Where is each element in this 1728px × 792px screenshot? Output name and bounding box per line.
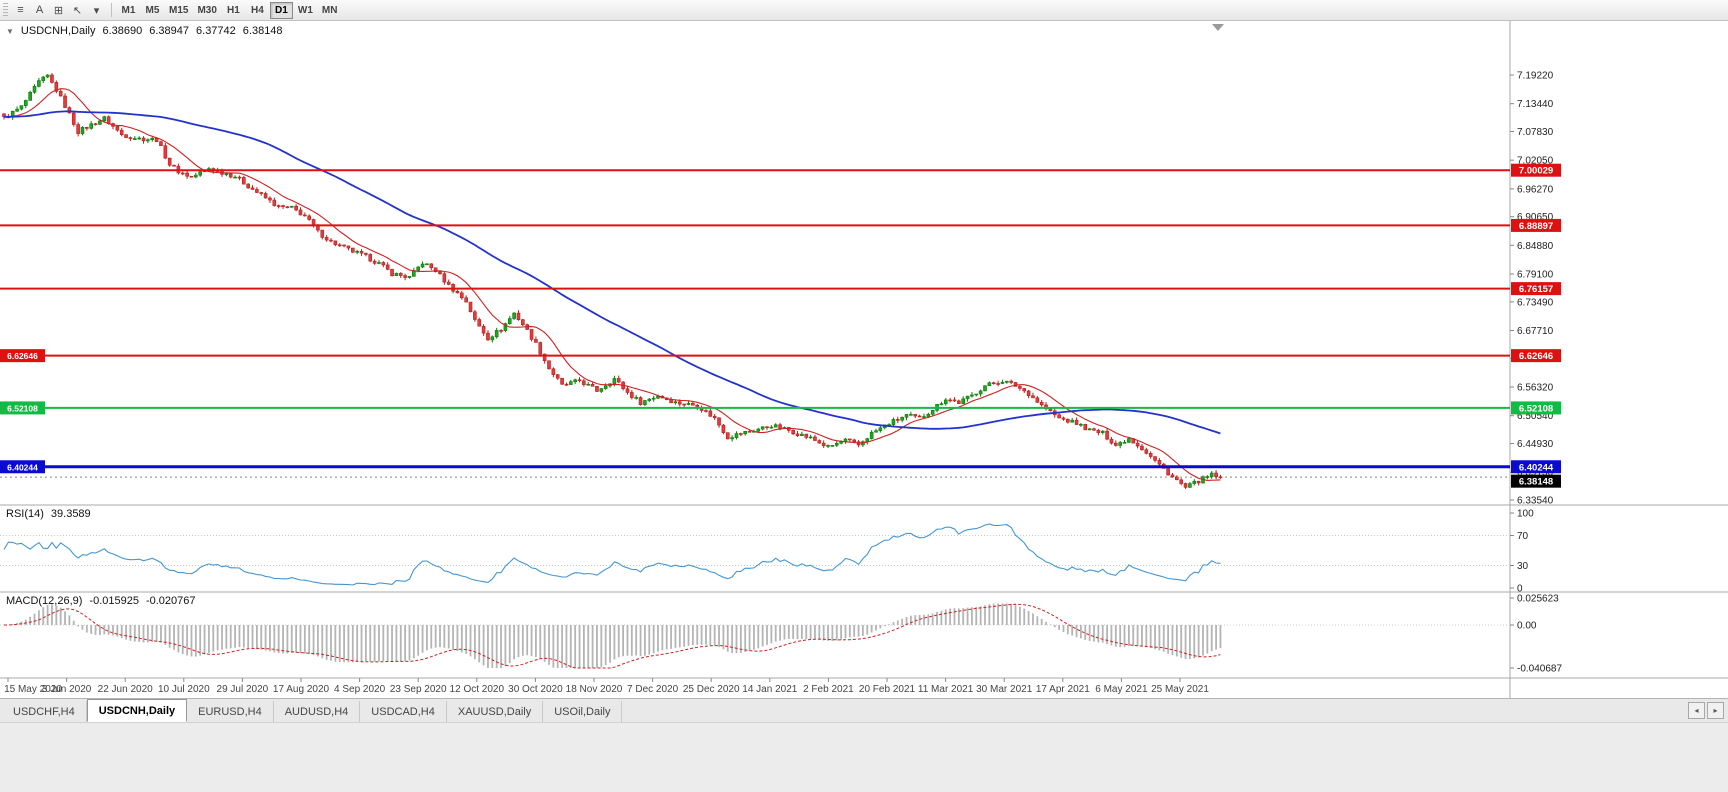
svg-text:22 Jun 2020: 22 Jun 2020 (98, 684, 153, 695)
tab-scroll-left-button[interactable]: ◂ (1688, 702, 1705, 719)
svg-text:25 May 2021: 25 May 2021 (1151, 684, 1209, 695)
svg-text:6.96270: 6.96270 (1517, 184, 1554, 195)
svg-text:30 Mar 2021: 30 Mar 2021 (976, 684, 1033, 695)
svg-text:2 Feb 2021: 2 Feb 2021 (803, 684, 854, 695)
chart-shift-marker[interactable] (1212, 24, 1224, 31)
chart-window[interactable]: 7.19220 7.13440 7.07830 7.02050 6.96270 6.906… (0, 21, 1728, 698)
dropdown-caret-icon[interactable]: ▾ (93, 4, 100, 17)
chart-tabs: USDCHF,H4 USDCNH,Daily EURUSD,H4 AUDUSD,H4 U… (0, 698, 623, 722)
timeframe-m5[interactable]: M5 (145, 4, 160, 16)
svg-text:6.84880: 6.84880 (1517, 241, 1554, 252)
svg-text:0.025623: 0.025623 (1517, 594, 1559, 605)
svg-text:6.52108: 6.52108 (1519, 403, 1553, 414)
svg-text:6.33540: 6.33540 (1517, 496, 1554, 507)
timeframe-d1[interactable]: D1 (269, 1, 293, 19)
tab-usdcnh-daily[interactable]: USDCNH,Daily (86, 699, 188, 722)
svg-text:6.50540: 6.50540 (1517, 411, 1554, 422)
tab-usdchf-h4[interactable]: USDCHF,H4 (2, 701, 87, 722)
candles-layer[interactable] (2, 73, 1223, 489)
svg-text:11 Mar 2021: 11 Mar 2021 (918, 684, 974, 695)
macd-histogram (7, 603, 1222, 668)
timeframe-w1[interactable]: W1 (297, 4, 313, 16)
indicators-collapse-icon[interactable]: ▼ (6, 26, 14, 36)
svg-text:7.00029: 7.00029 (1519, 166, 1553, 177)
chart-tabbar: USDCHF,H4 USDCNH,Daily EURUSD,H4 AUDUSD,H4 U… (0, 698, 1728, 722)
svg-text:29 Jul 2020: 29 Jul 2020 (217, 684, 269, 695)
svg-text:6.40244: 6.40244 (7, 462, 38, 472)
svg-text:0.00: 0.00 (1517, 621, 1537, 632)
rsi-line (3, 523, 1221, 586)
svg-text:6 May 2021: 6 May 2021 (1095, 684, 1148, 695)
menu-icon[interactable]: ≡ (17, 4, 24, 16)
svg-text:6.88897: 6.88897 (1519, 221, 1553, 232)
timeframe-mn[interactable]: MN (321, 4, 338, 16)
timeframe-h4[interactable]: H4 (251, 4, 264, 16)
window-bottom-area (0, 722, 1728, 792)
svg-text:4 Sep 2020: 4 Sep 2020 (334, 684, 386, 695)
svg-text:3 Jun 2020: 3 Jun 2020 (42, 684, 92, 695)
svg-text:6.90650: 6.90650 (1517, 212, 1554, 223)
rsi-axis[interactable]: 100 70 30 0 (1510, 509, 1534, 595)
svg-text:20 Feb 2021: 20 Feb 2021 (859, 684, 916, 695)
svg-text:6.62646: 6.62646 (7, 351, 38, 361)
svg-text:15 May 2020: 15 May 2020 (4, 684, 62, 695)
tab-usdcad-h4[interactable]: USDCAD,H4 (360, 701, 447, 722)
svg-text:17 Aug 2020: 17 Aug 2020 (273, 684, 330, 695)
svg-text:30: 30 (1517, 561, 1529, 572)
svg-text:7.19220: 7.19220 (1517, 71, 1554, 82)
tab-scroll-buttons: ◂ ▸ (1688, 702, 1724, 719)
svg-text:23 Sep 2020: 23 Sep 2020 (390, 684, 447, 695)
tab-eurusd-h4[interactable]: EURUSD,H4 (187, 701, 274, 722)
svg-text:6.76157: 6.76157 (1519, 284, 1553, 295)
svg-text:7 Dec 2020: 7 Dec 2020 (627, 684, 679, 695)
hlines-layer[interactable]: 7.00029 6.88897 6.76157 6.62646 6.62646 6.521… (0, 163, 1561, 488)
svg-text:18 Nov 2020: 18 Nov 2020 (566, 684, 623, 695)
macd-axis[interactable]: 0.025623 0.00 -0.040687 (1510, 594, 1562, 675)
svg-text:6.79100: 6.79100 (1517, 270, 1554, 281)
toolbar-icon-group: ≡ A ⊞ ↖ ▾ (11, 2, 106, 19)
ma-10-line (3, 88, 1221, 481)
svg-text:7.07830: 7.07830 (1517, 127, 1554, 138)
timeframe-m15[interactable]: M15 (169, 4, 189, 16)
timeframe-button-group: M1 M5 M15 M30 H1 H4 D1 W1 MN (117, 1, 341, 19)
chart-canvas[interactable]: 7.19220 7.13440 7.07830 7.02050 6.96270 6.906… (0, 21, 1728, 698)
chart-window-icon[interactable]: ⊞ (53, 4, 64, 17)
svg-text:70: 70 (1517, 531, 1529, 542)
svg-text:6.67710: 6.67710 (1517, 326, 1554, 337)
svg-text:10 Jul 2020: 10 Jul 2020 (158, 684, 210, 695)
svg-text:100: 100 (1517, 509, 1534, 520)
svg-text:6.73490: 6.73490 (1517, 297, 1554, 308)
tab-usoil-daily[interactable]: USOil,Daily (543, 701, 623, 722)
timeframe-h1[interactable]: H1 (227, 4, 240, 16)
tab-scroll-right-button[interactable]: ▸ (1707, 702, 1724, 719)
tab-xauusd-daily[interactable]: XAUUSD,Daily (446, 701, 544, 722)
toolbar: ≡ A ⊞ ↖ ▾ M1 M5 M15 M30 H1 H4 D1 W1 MN (0, 0, 1728, 21)
svg-text:30 Oct 2020: 30 Oct 2020 (508, 684, 563, 695)
toolbar-separator (111, 3, 112, 17)
svg-text:7.13440: 7.13440 (1517, 99, 1554, 110)
svg-text:7.02050: 7.02050 (1517, 156, 1554, 167)
svg-text:6.38148: 6.38148 (1519, 477, 1553, 488)
svg-text:12 Oct 2020: 12 Oct 2020 (450, 684, 505, 695)
toolbar-grip[interactable] (3, 3, 8, 17)
svg-text:25 Dec 2020: 25 Dec 2020 (683, 684, 740, 695)
svg-text:6.52108: 6.52108 (7, 403, 38, 413)
svg-text:6.56320: 6.56320 (1517, 383, 1554, 394)
text-annotation-icon[interactable]: A (35, 4, 44, 16)
svg-text:0: 0 (1517, 584, 1523, 595)
svg-text:14 Jan 2021: 14 Jan 2021 (742, 684, 797, 695)
svg-text:6.40244: 6.40244 (1519, 462, 1554, 473)
tab-audusd-h4[interactable]: AUDUSD,H4 (273, 701, 361, 722)
cursor-tool-icon[interactable]: ↖ (72, 4, 83, 17)
svg-text:6.62646: 6.62646 (1519, 351, 1553, 362)
svg-text:17 Apr 2021: 17 Apr 2021 (1036, 684, 1090, 695)
timeframe-m1[interactable]: M1 (121, 4, 136, 16)
ma-56-line (4, 110, 1221, 435)
svg-text:6.44930: 6.44930 (1517, 439, 1554, 450)
svg-text:-0.040687: -0.040687 (1517, 664, 1562, 675)
timeframe-m30[interactable]: M30 (197, 4, 217, 16)
